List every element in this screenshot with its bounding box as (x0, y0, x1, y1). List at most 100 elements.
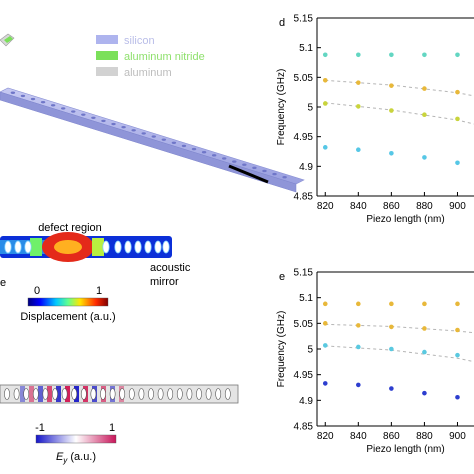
field-hole (4, 388, 10, 400)
data-point (322, 381, 328, 386)
defect-right-band (92, 238, 104, 256)
field-hole (100, 388, 106, 400)
x-tick-label: 840 (350, 201, 367, 212)
data-point (322, 301, 328, 307)
field-colorbar (35, 434, 117, 444)
x-tick-label: 860 (383, 431, 400, 442)
y-tick-label: 5.05 (294, 73, 314, 84)
legend-swatch-aluminum (96, 67, 118, 76)
data-point (455, 52, 460, 58)
field-hole (61, 388, 68, 400)
field-hole (215, 388, 222, 400)
data-point (356, 344, 361, 350)
displacement-hole (124, 240, 132, 254)
y-tick-label: 5.15 (294, 268, 314, 279)
data-point (322, 321, 328, 326)
beam-hole (161, 138, 167, 141)
field-hole (128, 388, 135, 400)
beam-hole (282, 176, 287, 179)
y-tick-label: 5.1 (299, 293, 313, 304)
field-hole (224, 388, 231, 400)
data-point (389, 83, 394, 88)
y-tick-label: 4.95 (294, 132, 314, 143)
data-point (422, 52, 427, 58)
displacement-hole (162, 240, 170, 254)
data-point (356, 301, 361, 307)
displacement-hole (144, 240, 152, 254)
y-tick-label: 4.85 (294, 192, 314, 203)
displacement-hole (14, 240, 22, 254)
field-hole (23, 388, 30, 400)
field-hole (32, 388, 39, 400)
data-point (422, 86, 427, 91)
legend-label-aluminum: aluminum (124, 67, 172, 79)
data-point (455, 301, 460, 307)
beam-hole (191, 147, 197, 151)
x-tick-label: 880 (416, 431, 433, 442)
legend-swatch-aluminum-nitride (96, 51, 118, 60)
data-point (389, 108, 394, 113)
data-point (422, 390, 427, 396)
beam-hole (50, 104, 56, 107)
data-point (455, 327, 460, 333)
material-legend: silicon aluminum nitride aluminum (96, 35, 205, 79)
beam-hole (272, 172, 277, 176)
data-point (422, 326, 427, 331)
displacement-hole (114, 240, 122, 254)
x-tick-label: 880 (416, 201, 433, 212)
fit-curve (325, 102, 474, 125)
legend-label-aluminum-nitride: aluminum nitride (124, 51, 205, 63)
beam-hole (151, 135, 156, 138)
field-hole (52, 388, 58, 400)
field-hole (186, 388, 193, 400)
field-hole (138, 388, 145, 400)
y-tick-label: 5.05 (294, 319, 314, 330)
x-axis-title: Piezo length (nm) (366, 214, 444, 225)
field-colorbar-title: Ey (a.u.) (56, 451, 96, 465)
data-point (356, 147, 361, 153)
x-tick-label: 900 (449, 431, 466, 442)
displacement-holes (4, 240, 170, 254)
field-hole (148, 388, 154, 400)
data-point (356, 104, 361, 109)
beam-end-device (0, 33, 15, 47)
beam-rendering (0, 33, 305, 193)
y-axis-title: Frequency (GHz) (276, 69, 287, 146)
panel-label: d (279, 17, 285, 29)
fit-curve (325, 79, 474, 97)
field-hole (80, 388, 87, 400)
fit-curve (325, 323, 474, 334)
data-point (389, 150, 394, 156)
beam-side-face (0, 91, 297, 193)
defect-region-label: defect region (38, 222, 102, 234)
beam-hole (201, 150, 207, 154)
y-tick-label: 4.9 (299, 396, 313, 407)
beam-hole (81, 113, 86, 116)
x-tick-label: 860 (383, 201, 400, 212)
data-point (356, 52, 361, 58)
x-axis-title: Piezo length (nm) (366, 444, 444, 455)
legend-label-silicon: silicon (124, 35, 155, 47)
acoustic-mirror-label-line1: acoustic (150, 262, 191, 274)
data-point (389, 324, 394, 330)
field-hole (196, 388, 202, 400)
data-point (422, 112, 427, 118)
beam-hole (222, 157, 227, 160)
data-point (322, 343, 328, 348)
beam-hole (20, 94, 26, 98)
x-tick-label: 840 (350, 431, 367, 442)
field-map: -1 1 Ey (a.u.) (0, 384, 239, 465)
field-hole (13, 388, 20, 400)
displacement-hole (24, 240, 32, 254)
beam-hole (171, 141, 177, 145)
beam-hole (232, 160, 237, 163)
displacement-hole (102, 240, 110, 254)
field-hole (176, 388, 183, 400)
data-point (356, 323, 361, 328)
field-colorbar-max: 1 (109, 422, 115, 434)
data-point (455, 160, 460, 166)
beam-hole (121, 125, 126, 129)
defect-hotspot-core (54, 240, 82, 254)
beam-hole (181, 144, 187, 148)
